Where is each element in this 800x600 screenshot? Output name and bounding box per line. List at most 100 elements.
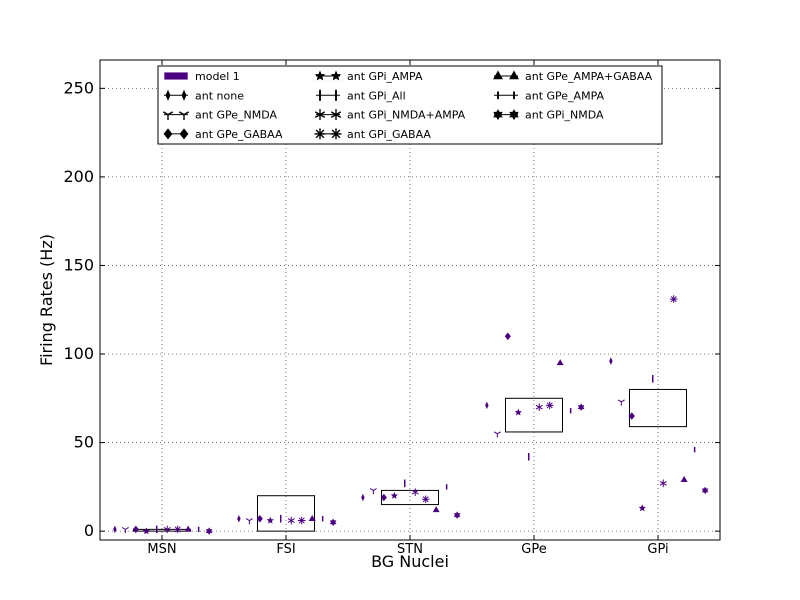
y-axis-label: Firing Rates (Hz) <box>37 234 56 366</box>
data-point <box>256 514 263 523</box>
legend-label: ant GPe_NMDA <box>195 109 278 122</box>
legend-marker <box>178 111 190 121</box>
data-point <box>680 475 688 483</box>
data-point <box>308 514 316 522</box>
legend-label: ant GPi_All <box>347 89 406 102</box>
data-point <box>205 527 213 535</box>
legend-entry: ant none <box>164 89 244 102</box>
y-tick-label: 0 <box>84 521 94 540</box>
y-tick-label: 250 <box>63 78 94 97</box>
legend-marker <box>509 70 519 80</box>
data-point <box>329 518 337 527</box>
legend-marker <box>493 109 503 121</box>
x-tick-label: FSI <box>276 542 295 557</box>
x-tick-label: MSN <box>147 542 176 557</box>
data-point <box>504 332 511 341</box>
legend-entry: ant GPi_AMPA <box>314 70 423 83</box>
data-point <box>453 511 461 519</box>
legend-marker <box>163 128 173 140</box>
data-point <box>432 506 440 513</box>
model-range-box <box>256 495 316 532</box>
legend-marker <box>509 109 519 121</box>
data-point <box>163 525 171 534</box>
legend-entry: ant GPe_AMPA <box>494 89 605 102</box>
y-tick-label: 200 <box>63 167 94 186</box>
x-axis-label: BG Nuclei <box>371 552 449 571</box>
data-point <box>421 495 430 504</box>
legend-marker <box>314 128 326 140</box>
y-tick-label: 100 <box>63 344 94 363</box>
data-point <box>617 399 625 406</box>
data-point <box>380 493 387 502</box>
legend-marker <box>330 109 342 121</box>
legend-label: ant GPi_GABAA <box>347 128 431 141</box>
legend-box <box>157 65 663 145</box>
legend-entry: ant GPi_All <box>316 89 406 102</box>
data-point <box>369 488 377 495</box>
y-tick-label: 150 <box>63 255 94 274</box>
data-points <box>113 295 709 535</box>
data-point <box>545 401 554 410</box>
data-point <box>132 525 139 534</box>
legend-entry: model 1 <box>164 70 240 83</box>
data-point <box>287 516 295 525</box>
data-point <box>659 479 667 488</box>
data-point <box>237 514 241 523</box>
data-point <box>669 295 678 303</box>
legend-entry: ant GPi_NMDA <box>493 109 604 122</box>
data-point <box>493 431 501 438</box>
legend-label: ant GPe_GABAA <box>195 128 283 141</box>
legend-label: ant GPe_AMPA+GABAA <box>525 70 653 83</box>
legend-marker <box>162 111 174 121</box>
data-point <box>266 516 274 524</box>
data-point <box>609 357 613 365</box>
legend-label: model 1 <box>195 70 240 83</box>
data-point <box>390 491 398 499</box>
legend-label: ant GPi_NMDA+AMPA <box>347 109 466 122</box>
legend-marker <box>179 128 189 140</box>
data-point <box>245 518 253 525</box>
data-point <box>173 525 182 534</box>
data-point <box>638 504 646 512</box>
legend-marker <box>330 70 342 81</box>
y-tick-label: 50 <box>74 433 94 452</box>
y-axis-ticks: 0 50 100 150 200 250 <box>63 78 720 540</box>
data-point <box>184 525 192 532</box>
legend-entry: ant GPi_NMDA+AMPA <box>314 109 466 122</box>
data-point <box>535 403 543 411</box>
legend-entry: ant GPe_GABAA <box>163 128 283 141</box>
legend-label: ant none <box>195 89 244 102</box>
legend-swatch <box>164 72 188 80</box>
data-point <box>121 527 129 534</box>
model-range-box <box>504 397 564 433</box>
data-point <box>142 527 150 535</box>
x-tick-label: GPi <box>647 542 668 557</box>
legend-label: ant GPe_AMPA <box>525 89 605 102</box>
legend-label: ant GPi_AMPA <box>347 70 423 83</box>
x-tick-label: STN <box>397 542 423 557</box>
legend-marker <box>165 89 171 101</box>
x-tick-label: GPe <box>521 542 546 557</box>
data-point <box>577 403 585 411</box>
data-point <box>556 359 564 366</box>
legend-entry: ant GPe_NMDA <box>162 109 278 122</box>
data-point <box>701 486 709 495</box>
data-point <box>514 408 522 416</box>
data-point <box>411 488 419 496</box>
data-point <box>361 493 365 502</box>
data-point <box>628 412 635 420</box>
legend-marker <box>314 70 326 81</box>
legend-marker <box>330 128 342 140</box>
legend-entry: ant GPi_GABAA <box>314 128 431 141</box>
legend-marker <box>181 89 187 101</box>
data-point <box>485 401 489 410</box>
model-range-box <box>628 388 688 428</box>
data-point <box>297 516 306 525</box>
legend-marker <box>314 109 326 121</box>
data-point <box>113 525 117 534</box>
x-axis-ticks: MSN FSI STN GPe GPi <box>147 60 669 557</box>
legend-marker <box>493 70 503 80</box>
legend-label: ant GPi_NMDA <box>525 109 604 122</box>
